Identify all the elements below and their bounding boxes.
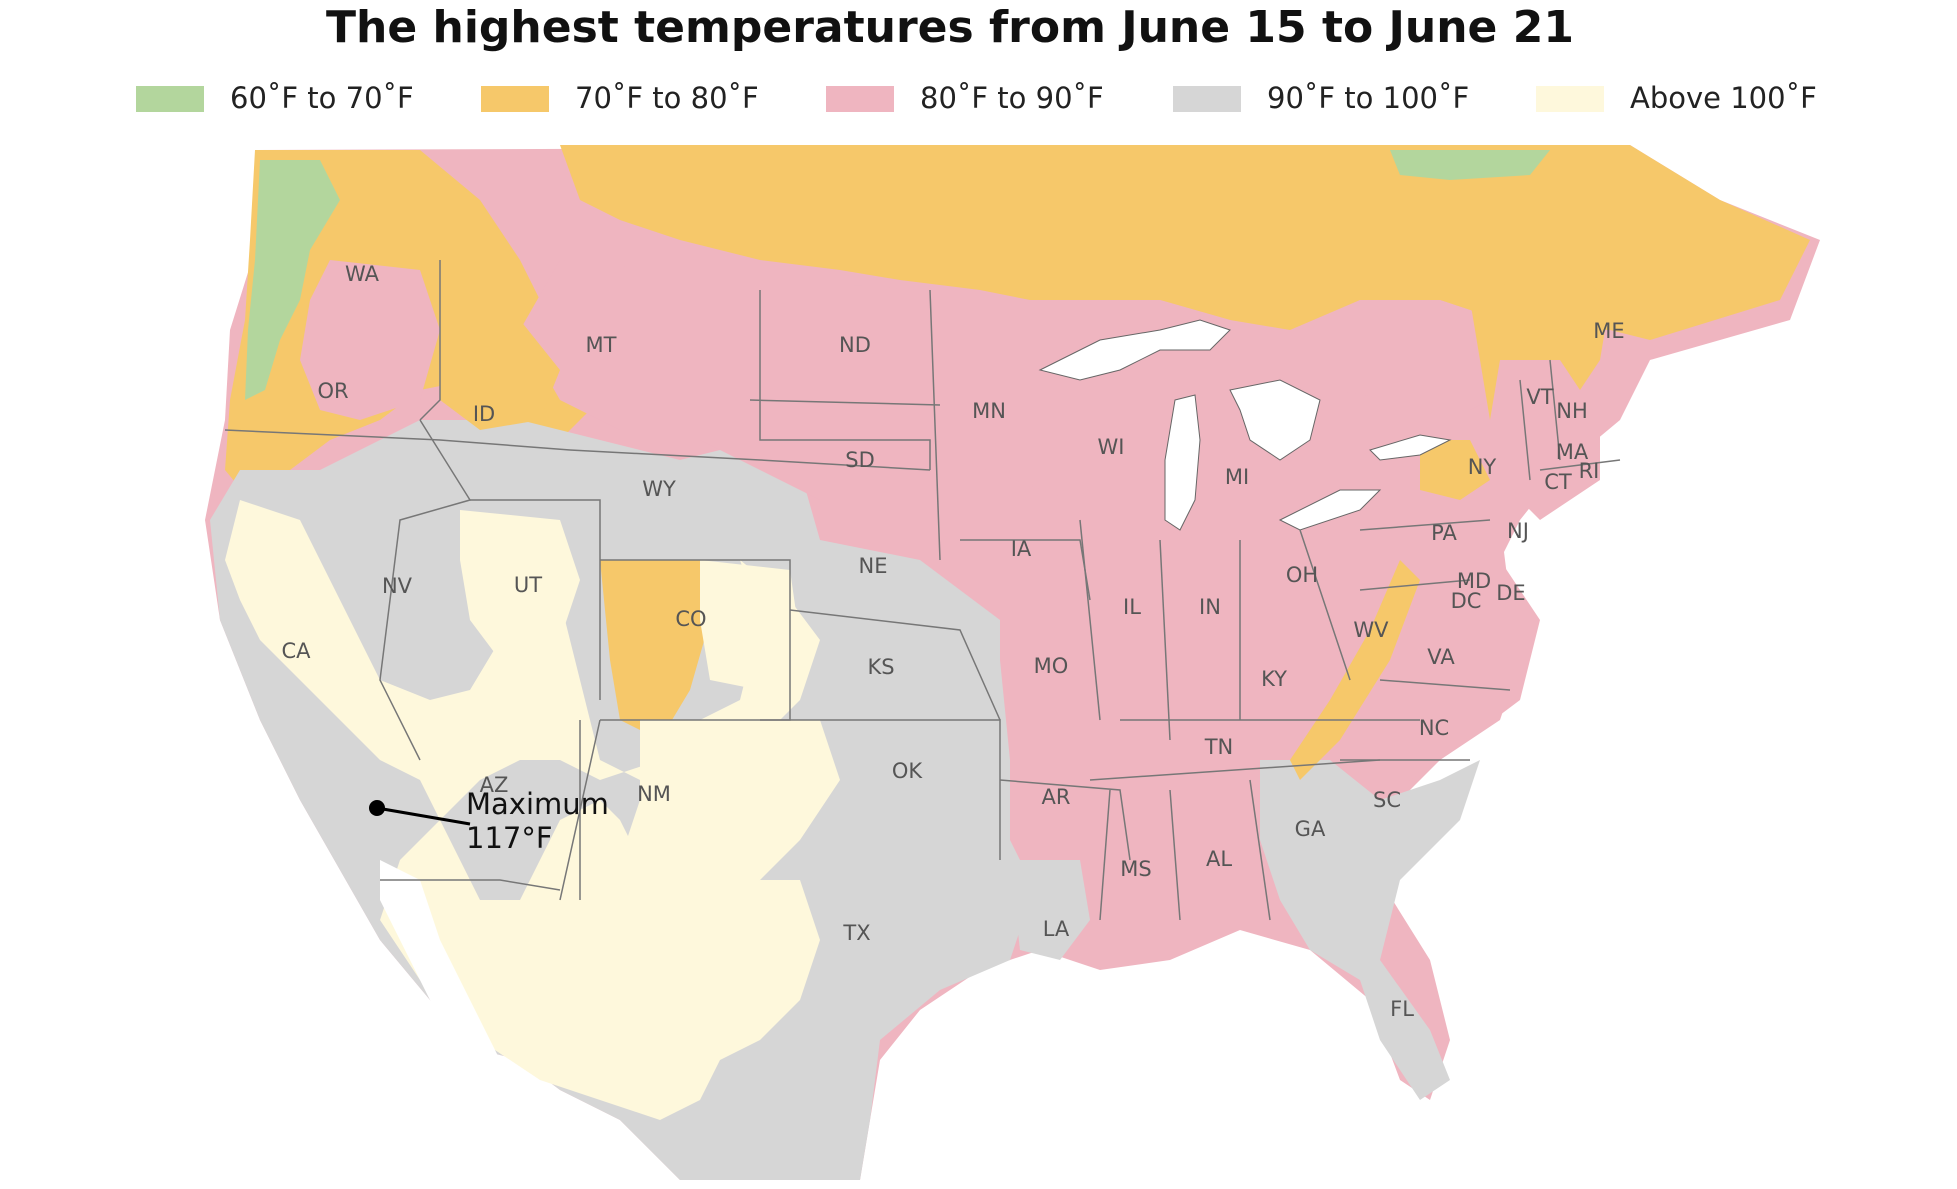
state-label-wa: WA <box>345 262 380 286</box>
state-label-az: AZ <box>480 773 509 797</box>
state-label-mi: MI <box>1225 465 1249 489</box>
lake-erie <box>1278 489 1382 531</box>
state-label-co: CO <box>675 607 706 631</box>
legend-swatch-90-100 <box>1173 86 1241 112</box>
map-title: The highest temperatures from June 15 to… <box>326 2 1574 53</box>
lake-ontario <box>1369 434 1452 461</box>
state-label-id: ID <box>473 402 495 426</box>
state-label-ga: GA <box>1295 817 1326 841</box>
maximum-annotation: Maximum 117°F <box>369 787 609 855</box>
legend-swatch-above-100 <box>1536 86 1604 112</box>
region-la-grey <box>1010 860 1090 960</box>
state-label-va: VA <box>1427 645 1455 669</box>
state-label-or: OR <box>317 379 348 403</box>
annotation-marker <box>369 800 385 816</box>
legend-label-90-100: 90˚F to 100˚F <box>1267 81 1470 115</box>
state-label-wi: WI <box>1098 435 1125 459</box>
state-label-nm: NM <box>637 782 671 806</box>
map-area: WA OR CA NV ID MT WY UT AZ CO NM ND SD N… <box>0 140 1957 1189</box>
region-id-orange <box>440 320 560 430</box>
state-label-ks: KS <box>867 655 894 679</box>
region-pnw-pink <box>300 260 440 420</box>
state-label-mo: MO <box>1034 654 1069 678</box>
legend-swatch-60-70 <box>136 86 204 112</box>
state-label-wv: WV <box>1353 618 1389 642</box>
state-label-ut: UT <box>514 573 542 597</box>
temperature-map: WA OR CA NV ID MT WY UT AZ CO NM ND SD N… <box>205 145 1820 1180</box>
state-label-wy: WY <box>642 477 676 501</box>
state-label-oh: OH <box>1286 563 1318 587</box>
region-ny-orange <box>1420 440 1490 500</box>
legend-swatch-80-90 <box>826 86 894 112</box>
state-label-nc: NC <box>1419 716 1449 740</box>
state-label-ny: NY <box>1468 455 1497 479</box>
region-co-orange <box>600 560 710 740</box>
legend-label-60-70: 60˚F to 70˚F <box>230 81 414 115</box>
state-label-sc: SC <box>1373 788 1401 812</box>
lake-superior <box>1038 319 1231 381</box>
state-label-ok: OK <box>892 759 924 783</box>
legend-label-70-80: 70˚F to 80˚F <box>575 81 759 115</box>
state-label-vt: VT <box>1526 385 1553 409</box>
region-co-hot <box>700 560 800 690</box>
state-label-dc: DC <box>1451 589 1482 613</box>
state-label-ri: RI <box>1579 459 1600 483</box>
region-southwest-hot <box>225 500 820 1120</box>
region-southeast-grey <box>1260 760 1480 1100</box>
state-label-pa: PA <box>1431 521 1457 545</box>
region-wv-orange <box>1290 560 1420 780</box>
region-canada-green <box>1390 150 1550 180</box>
state-label-tn: TN <box>1204 735 1234 759</box>
annotation-label-maximum: Maximum <box>466 787 609 821</box>
state-label-nv: NV <box>382 574 413 598</box>
legend: 60˚F to 70˚F 70˚F to 80˚F 80˚F to 90˚F 9… <box>136 80 1836 120</box>
state-label-mn: MN <box>972 399 1006 423</box>
annotation-leader-line <box>376 806 471 826</box>
gulf-of-california <box>380 860 500 1060</box>
region-texas-hot <box>620 720 840 960</box>
state-label-ct: CT <box>1544 470 1572 494</box>
legend-label-above-100: Above 100˚F <box>1630 81 1817 115</box>
state-label-mt: MT <box>586 333 617 357</box>
state-label-sd: SD <box>845 448 875 472</box>
legend-swatch-70-80 <box>481 86 549 112</box>
state-label-nh: NH <box>1556 399 1588 423</box>
state-label-me: ME <box>1593 319 1624 343</box>
region-west-grey <box>210 420 1030 1180</box>
state-label-fl: FL <box>1390 997 1414 1021</box>
state-label-ar: AR <box>1042 785 1071 809</box>
region-ut-hot <box>460 510 580 660</box>
region-ne-pink <box>1490 360 1600 520</box>
state-label-ia: IA <box>1011 537 1032 561</box>
lake-michigan <box>1164 394 1201 531</box>
state-label-in: IN <box>1199 595 1221 619</box>
state-label-tx: TX <box>842 921 870 945</box>
state-label-nj: NJ <box>1507 519 1529 543</box>
state-boundaries <box>224 260 1621 921</box>
state-label-ne: NE <box>859 554 888 578</box>
state-label-al: AL <box>1206 847 1232 871</box>
state-label-ms: MS <box>1120 857 1151 881</box>
state-label-ky: KY <box>1261 667 1287 691</box>
state-labels: WA OR CA NV ID MT WY UT AZ CO NM ND SD N… <box>281 262 1624 1021</box>
state-label-de: DE <box>1496 581 1525 605</box>
state-label-ca: CA <box>281 639 311 663</box>
state-label-il: IL <box>1123 595 1141 619</box>
state-label-ma: MA <box>1556 440 1589 464</box>
annotation-label-value: 117°F <box>466 821 553 855</box>
state-label-nd: ND <box>839 333 871 357</box>
state-label-la: LA <box>1043 917 1070 941</box>
legend-label-80-90: 80˚F to 90˚F <box>920 81 1104 115</box>
state-label-md: MD <box>1457 569 1491 593</box>
lake-huron <box>1229 379 1321 461</box>
region-pnw-green <box>245 160 340 400</box>
